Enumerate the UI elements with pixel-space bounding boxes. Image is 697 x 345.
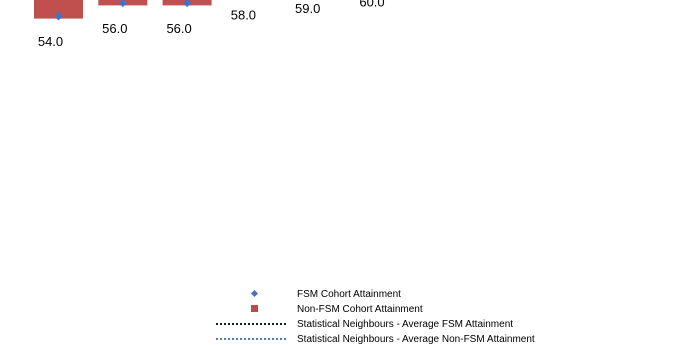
legend-label-avg-nonfsm: Statistical Neighbours - Average Non-FSM… bbox=[297, 334, 535, 345]
legend: FSM Cohort Attainment Non-FSM Cohort Att… bbox=[216, 289, 535, 345]
value-label-fsm-norfolk: 56.0 bbox=[102, 21, 127, 36]
legend-label-nonfsm: Non-FSM Cohort Attainment bbox=[297, 304, 423, 315]
bar-suffolk bbox=[34, 0, 83, 19]
value-label-fsm-suffolk: 54.0 bbox=[38, 34, 63, 49]
value-label-fsm-wiltshire: 60.0 bbox=[359, 0, 384, 10]
value-labels-layer: 77.054.078.056.080.056.079.058.082.059.0… bbox=[38, 0, 385, 49]
legend-marker-fsm bbox=[250, 289, 259, 298]
value-label-fsm-herefordshire: 58.0 bbox=[231, 8, 256, 23]
legend-item-fsm: FSM Cohort Attainment bbox=[250, 289, 401, 300]
value-label-fsm-dorset: 59.0 bbox=[295, 1, 320, 16]
value-label-fsm-worcestershire: 56.0 bbox=[166, 21, 191, 36]
marker-fsm-suffolk bbox=[54, 11, 63, 21]
legend-marker-nonfsm bbox=[251, 305, 258, 312]
legend-label-fsm: FSM Cohort Attainment bbox=[297, 289, 401, 300]
legend-item-avg-nonfsm: Statistical Neighbours - Average Non-FSM… bbox=[216, 334, 535, 345]
legend-item-avg-fsm: Statistical Neighbours - Average FSM Att… bbox=[216, 319, 513, 330]
legend-label-avg-fsm: Statistical Neighbours - Average FSM Att… bbox=[297, 319, 513, 330]
legend-item-nonfsm: Non-FSM Cohort Attainment bbox=[251, 304, 423, 315]
